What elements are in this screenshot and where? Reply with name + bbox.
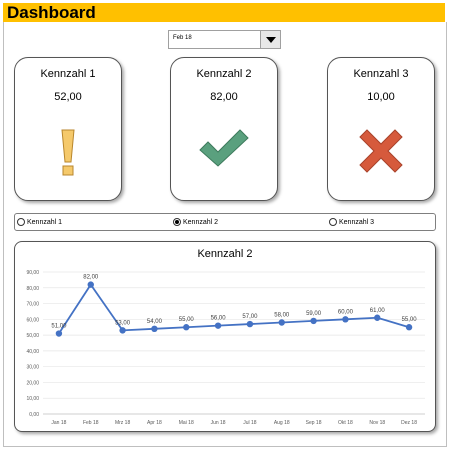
- month-dropdown[interactable]: Feb 18: [168, 30, 281, 49]
- radio-label: Kennzahl 3: [339, 218, 375, 226]
- page-title: Dashboard: [7, 3, 96, 22]
- data-point: [246, 320, 254, 328]
- x-tick-label: Sep 18: [306, 420, 322, 426]
- data-point: [87, 281, 94, 288]
- kpi-card-value: 82,00: [210, 91, 238, 103]
- data-point: [119, 327, 126, 334]
- data-label: 51,00: [51, 324, 67, 330]
- kennzahl-radio-group: Kennzahl 1 Kennzahl 2 Kennzahl 3: [14, 213, 436, 231]
- header-bar: Dashboard: [3, 3, 445, 22]
- y-tick-label: 0,00: [29, 412, 39, 418]
- y-tick-label: 50,00: [26, 333, 39, 339]
- kpi-card-2: Kennzahl 2 82,00: [170, 57, 278, 201]
- x-tick-label: Mai 18: [179, 420, 194, 426]
- radio-circle-icon[interactable]: [329, 218, 337, 226]
- data-label: 82,00: [83, 275, 99, 281]
- x-tick-label: Mrz 18: [115, 420, 131, 426]
- x-tick-label: Okt 18: [338, 420, 353, 426]
- data-point: [183, 324, 190, 331]
- chevron-down-icon[interactable]: [260, 31, 280, 48]
- x-tick-label: Nov 18: [369, 420, 385, 426]
- y-tick-label: 40,00: [26, 349, 39, 355]
- data-point: [310, 317, 317, 325]
- chart-panel: Kennzahl 2 0,00 10,00 20,00 30,00 40,00 50,00…: [14, 241, 436, 432]
- radio-circle-icon[interactable]: [17, 218, 25, 226]
- radio-kennzahl-2[interactable]: Kennzahl 2: [173, 218, 218, 226]
- x-tick-label: Aug 18: [274, 420, 290, 426]
- data-point: [278, 319, 285, 326]
- radio-label: Kennzahl 1: [27, 218, 63, 226]
- chart-title: Kennzahl 2: [197, 248, 253, 260]
- data-label: 54,00: [147, 319, 163, 325]
- cross-icon: [359, 129, 403, 173]
- data-label: 55,00: [402, 317, 418, 323]
- dashboard-frame: [3, 22, 447, 447]
- data-label: 55,00: [179, 317, 195, 323]
- kpi-card-label: Kennzahl 1: [40, 68, 96, 80]
- y-tick-label: 70,00: [26, 302, 39, 308]
- data-label: 58,00: [274, 312, 290, 318]
- y-tick-label: 60,00: [26, 317, 39, 323]
- data-label: 61,00: [370, 308, 386, 314]
- data-point: [405, 324, 413, 331]
- data-point: [342, 316, 349, 323]
- radio-circle-selected-icon[interactable]: [173, 218, 181, 226]
- data-point: [374, 314, 381, 321]
- x-tick-label: Apr 18: [147, 420, 162, 426]
- data-label: 56,00: [211, 316, 227, 322]
- radio-kennzahl-3[interactable]: Kennzahl 3: [329, 218, 374, 226]
- kpi-card-3: Kennzahl 3 10,00: [327, 57, 435, 201]
- x-tick-label: Jun 18: [211, 420, 226, 426]
- data-point: [151, 325, 158, 332]
- exclamation-icon: [61, 129, 75, 176]
- kpi-card-label: Kennzahl 3: [353, 68, 409, 80]
- data-label: 57,00: [242, 314, 258, 320]
- series-line: [58, 283, 410, 335]
- check-icon: [199, 129, 249, 167]
- data-label: 59,00: [306, 311, 322, 317]
- data-label: 53,00: [115, 320, 131, 326]
- radio-kennzahl-1[interactable]: Kennzahl 1: [17, 218, 62, 226]
- kpi-card-value: 10,00: [367, 91, 395, 103]
- y-tick-label: 80,00: [26, 286, 39, 292]
- data-point: [214, 322, 222, 329]
- data-label: 60,00: [338, 309, 354, 315]
- y-tick-label: 20,00: [26, 380, 39, 386]
- data-point: [55, 330, 63, 337]
- y-tick-label: 30,00: [26, 365, 39, 371]
- x-tick-label: Dez 18: [401, 420, 417, 426]
- kpi-card-label: Kennzahl 2: [196, 68, 252, 80]
- y-tick-label: 10,00: [26, 396, 39, 402]
- y-tick-label: 90,00: [26, 270, 39, 276]
- x-tick-label: Jul 18: [243, 420, 257, 426]
- x-tick-label: Feb 18: [83, 420, 99, 426]
- kpi-card-1: Kennzahl 1 52,00: [14, 57, 122, 201]
- x-tick-label: Jan 18: [51, 420, 66, 426]
- kpi-card-value: 52,00: [54, 91, 82, 103]
- month-dropdown-value: Feb 18: [173, 35, 192, 41]
- radio-label: Kennzahl 2: [183, 218, 219, 226]
- line-chart: 0,00 10,00 20,00 30,00 40,00 50,00 60,00 70,00 8…: [26, 270, 425, 426]
